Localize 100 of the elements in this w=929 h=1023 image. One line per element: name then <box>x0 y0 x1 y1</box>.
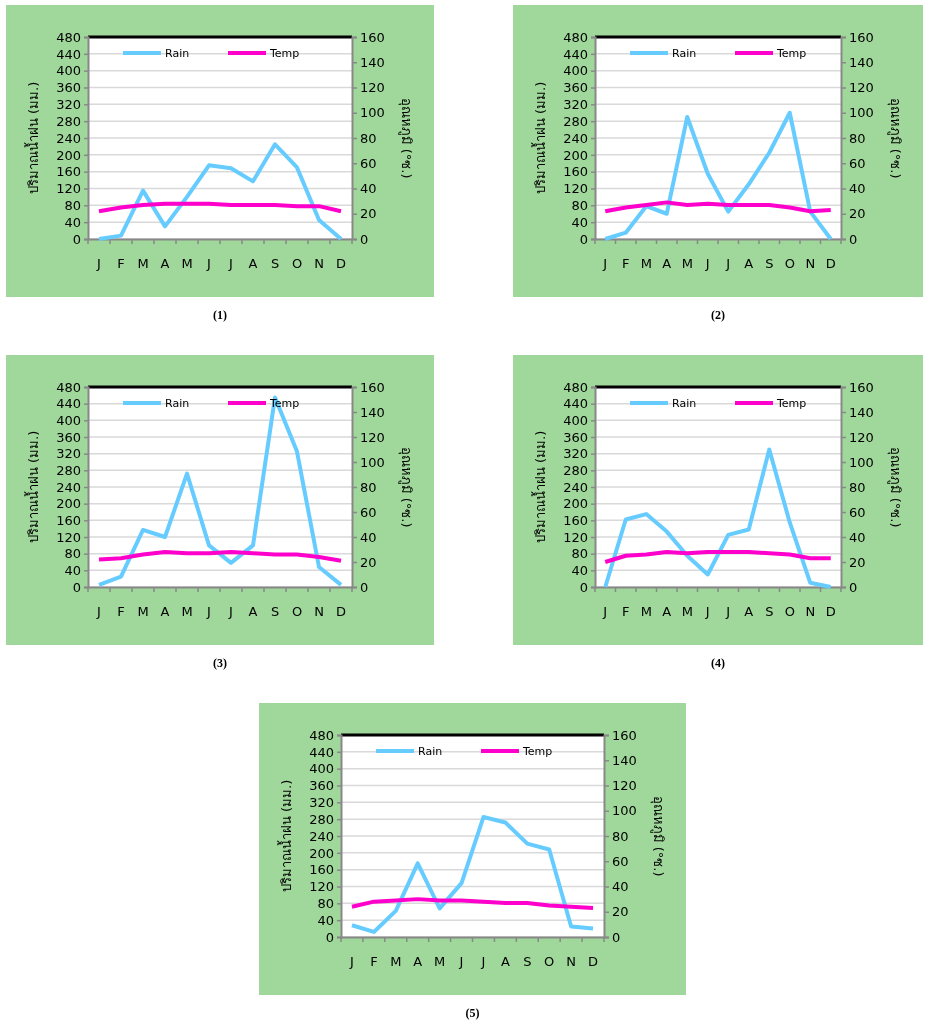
y2-tick-label: 80 <box>360 479 377 495</box>
y-tick-label: 400 <box>563 63 588 79</box>
y-tick-label: 0 <box>72 231 81 247</box>
x-tick-label: S <box>523 954 532 970</box>
x-tick-label: S <box>270 604 280 620</box>
y-tick-label: 40 <box>64 562 81 578</box>
y2-tick-label: 20 <box>849 554 866 570</box>
y2-tick-label: 0 <box>612 929 621 945</box>
legend-label: Rain <box>672 47 697 60</box>
x-tick-label: A <box>744 256 754 272</box>
x-tick-label: N <box>314 604 324 620</box>
x-tick-label: N <box>805 604 816 620</box>
text: (5) <box>465 1006 480 1020</box>
x-tick-label: F <box>622 256 630 272</box>
x-tick-label: D <box>335 256 347 272</box>
y2-tick-label: 40 <box>849 529 866 545</box>
legend-label: Rain <box>672 397 697 410</box>
x-tick-label: J <box>349 954 354 970</box>
y-tick-label: 120 <box>563 181 588 197</box>
text: (4) <box>711 656 725 670</box>
x-tick-label: M <box>181 604 193 620</box>
y2-axis-title: อุณหภูมิ (°ซ.) <box>398 446 414 528</box>
y-axis-title: ปริมาณน้ำฝน (มม.) <box>531 81 548 195</box>
y-tick-label: 320 <box>563 96 588 112</box>
x-tick-label: M <box>640 604 652 620</box>
y-axis-title: ปริมาณน้ำฝน (มม.) <box>24 430 41 544</box>
y-tick-label: 160 <box>563 164 588 180</box>
x-tick-label: J <box>704 604 710 620</box>
x-tick-label: F <box>117 256 125 272</box>
y2-tick-label: 160 <box>360 29 385 45</box>
y-tick-label: 0 <box>579 579 588 595</box>
line-series <box>603 447 833 589</box>
y-tick-label: 320 <box>56 96 81 112</box>
text: (1) <box>213 308 227 322</box>
x-tick-label: J <box>96 604 101 620</box>
x-tick-label: J <box>480 954 486 970</box>
x-tick-label: M <box>681 604 693 620</box>
y-axis-title: ปริมาณน้ำฝน (มม.) <box>24 81 41 195</box>
y2-tick-label: 160 <box>612 727 637 743</box>
y-tick-label: 400 <box>309 761 334 777</box>
y-tick-label: 200 <box>56 147 81 163</box>
x-tick-label: A <box>744 604 754 620</box>
y2-tick-label: 0 <box>360 579 369 595</box>
y2-tick-label: 100 <box>849 105 874 121</box>
line-series <box>603 110 833 241</box>
y2-tick-label: 160 <box>849 29 874 45</box>
x-tick-label: D <box>335 604 347 620</box>
y-tick-label: 40 <box>571 214 588 230</box>
y2-tick-label: 0 <box>849 231 858 247</box>
y-tick-label: 440 <box>563 46 588 62</box>
x-tick-label: M <box>137 256 149 272</box>
y-tick-label: 480 <box>56 29 81 45</box>
x-tick-label: A <box>248 604 258 620</box>
y2-axis-title: อุณหภูมิ (°ซ.) <box>398 97 414 179</box>
x-tick-label: J <box>602 604 608 620</box>
y-tick-label: 440 <box>56 46 81 62</box>
y2-tick-label: 160 <box>849 379 874 395</box>
y2-tick-label: 120 <box>849 80 874 96</box>
y-tick-label: 320 <box>56 446 81 462</box>
y-tick-label: 360 <box>309 778 334 794</box>
y-tick-label: 80 <box>64 546 81 562</box>
y2-tick-label: 80 <box>849 130 866 146</box>
x-tick-label: A <box>662 604 672 620</box>
x-tick-label: O <box>291 604 303 620</box>
y2-tick-label: 40 <box>360 181 377 197</box>
y2-tick-label: 120 <box>360 429 385 445</box>
y-tick-label: 160 <box>309 862 334 878</box>
y-tick-label: 160 <box>56 512 81 528</box>
y2-tick-label: 160 <box>360 379 385 395</box>
x-tick-label: J <box>228 604 233 620</box>
line-series <box>97 550 343 563</box>
y2-tick-label: 60 <box>360 504 377 520</box>
y2-tick-label: 20 <box>360 554 377 570</box>
y2-tick-label: 20 <box>612 904 629 920</box>
x-tick-label: A <box>662 256 672 272</box>
y-tick-label: 200 <box>309 845 334 861</box>
y2-tick-label: 0 <box>849 579 858 595</box>
y-tick-label: 240 <box>563 479 588 495</box>
y-tick-label: 400 <box>56 412 81 428</box>
y-tick-label: 160 <box>56 164 81 180</box>
y2-tick-label: 120 <box>612 778 637 794</box>
y-tick-label: 40 <box>571 562 588 578</box>
x-tick-label: M <box>434 954 446 970</box>
x-tick-label: O <box>544 954 555 970</box>
y2-tick-label: 40 <box>360 529 377 545</box>
y-tick-label: 480 <box>563 29 588 45</box>
x-tick-label: N <box>805 256 816 272</box>
y-tick-label: 120 <box>563 529 588 545</box>
x-tick-label: J <box>725 604 731 620</box>
y-tick-label: 40 <box>317 912 334 928</box>
y2-tick-label: 100 <box>612 803 637 819</box>
y-tick-label: 80 <box>64 197 81 213</box>
x-tick-label: O <box>784 604 795 620</box>
legend-label: Rain <box>165 47 190 60</box>
y2-tick-label: 140 <box>360 54 385 70</box>
y2-tick-label: 100 <box>360 105 385 121</box>
legend-label: Rain <box>165 397 190 410</box>
y-tick-label: 280 <box>56 462 81 478</box>
y2-tick-label: 140 <box>612 752 637 768</box>
x-tick-label: N <box>566 954 576 970</box>
